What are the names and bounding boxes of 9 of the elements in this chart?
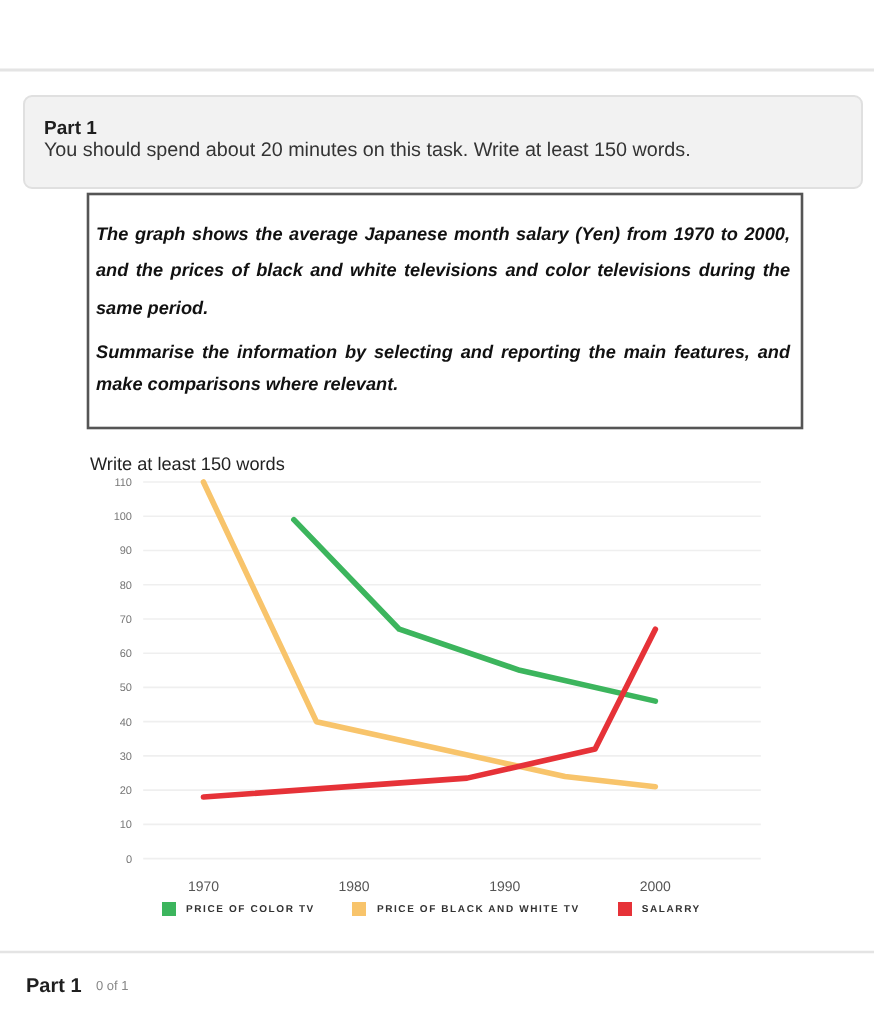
- text: Part 1: [44, 117, 97, 140]
- text: Part 1: [26, 976, 82, 1000]
- chart-title: Write at least 150 words: [90, 454, 286, 474]
- line-series: [291, 516, 659, 704]
- text: You should spend about 20 minutes on this task. Write at least 150 words.: [44, 140, 691, 165]
- line-series: [200, 479, 659, 790]
- text: The graph shows the average Japanese month salary (Yen) from 1970 to 2000, and the prices of black and white televisions and color televisions during the same period.: [96, 222, 790, 322]
- text: Summarise the information by selecting and reporting the main features, and make comparisons where relevant.: [96, 339, 790, 398]
- line-series: [200, 626, 659, 800]
